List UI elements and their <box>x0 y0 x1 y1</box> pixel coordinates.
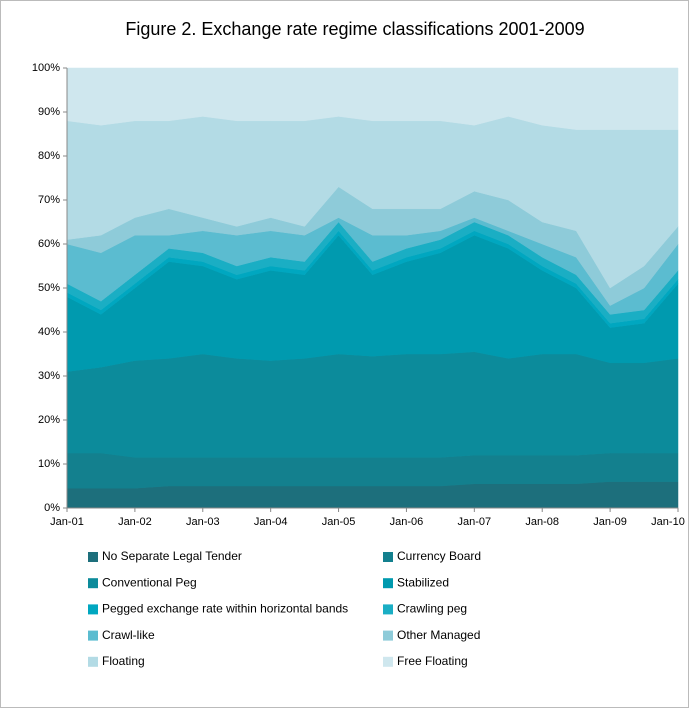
legend-label: Floating <box>102 654 145 668</box>
x-tick-label: Jan-03 <box>186 516 220 528</box>
x-tick-label: Jan-07 <box>458 516 492 528</box>
legend-label: Currency Board <box>397 549 481 563</box>
x-tick-label: Jan-09 <box>593 516 627 528</box>
x-tick-label: Jan-08 <box>525 516 559 528</box>
legend-swatch <box>383 552 393 562</box>
y-tick-label: 90% <box>38 106 60 118</box>
area <box>66 351 679 458</box>
legend-label: Crawl-like <box>102 628 155 642</box>
y-tick-label: 40% <box>38 326 60 338</box>
legend-label: Pegged exchange rate within horizontal b… <box>102 602 348 616</box>
legend-label: Free Floating <box>397 654 468 668</box>
legend-swatch <box>88 578 98 589</box>
y-tick-label: 60% <box>38 238 60 250</box>
legend-swatch <box>88 552 98 562</box>
legend-swatch <box>383 656 393 667</box>
x-tick-label: Jan-05 <box>322 516 356 528</box>
y-tick-label: 70% <box>38 194 60 206</box>
legend-swatch <box>88 656 98 667</box>
y-tick-label: 50% <box>38 282 60 294</box>
y-tick-label: 10% <box>38 458 60 470</box>
area <box>66 67 679 130</box>
legend-swatch <box>383 604 393 615</box>
x-tick-label: Jan-01 <box>50 516 84 528</box>
y-tick-label: 30% <box>38 370 60 382</box>
x-tick-label: Jan-10 <box>651 516 685 528</box>
legend-swatch <box>88 630 98 641</box>
legend-label: No Separate Legal Tender <box>102 549 242 563</box>
area <box>66 452 679 489</box>
legend-swatch <box>383 578 393 589</box>
legend-label: Conventional Peg <box>102 575 197 589</box>
x-tick-label: Jan-04 <box>254 516 288 528</box>
legend-label: Stabilized <box>397 575 449 589</box>
y-tick-label: 80% <box>38 150 60 162</box>
y-tick-label: 20% <box>38 414 60 426</box>
x-tick-label: Jan-06 <box>390 516 424 528</box>
y-tick-label: 100% <box>32 62 60 74</box>
chart-title: Figure 2. Exchange rate regime classific… <box>125 19 584 39</box>
legend-swatch <box>88 604 98 615</box>
legend-swatch <box>383 630 393 641</box>
legend-label: Other Managed <box>397 628 480 642</box>
legend-label: Crawling peg <box>397 602 467 616</box>
y-tick-label: 0% <box>44 502 60 514</box>
x-tick-label: Jan-02 <box>118 516 152 528</box>
